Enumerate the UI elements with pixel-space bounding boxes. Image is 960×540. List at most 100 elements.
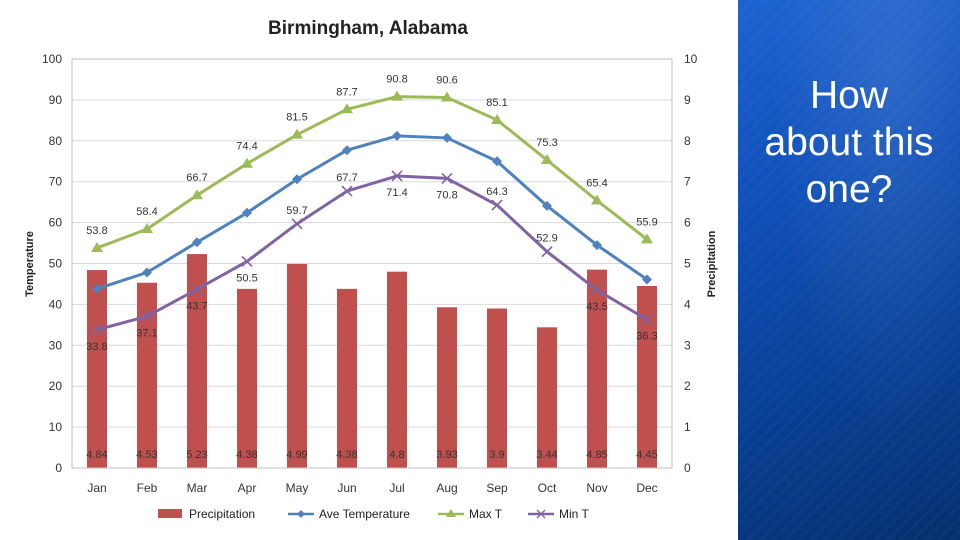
x-tick-label: Aug <box>436 481 457 495</box>
legend-marker <box>536 509 546 519</box>
max-t-point <box>91 241 103 252</box>
precipitation-label: 3.9 <box>489 449 504 461</box>
right-tick-label: 10 <box>684 52 698 66</box>
max-t-label: 65.4 <box>586 178 607 190</box>
precipitation-bar <box>537 327 557 468</box>
min-t-point <box>591 284 603 296</box>
ave-temperature-point <box>542 200 552 211</box>
precipitation-bar <box>287 263 307 468</box>
ave-temperature-point <box>642 274 652 285</box>
ave-temperature-point <box>142 267 152 278</box>
min-t-label: 70.8 <box>436 189 457 201</box>
ave-temperature-point <box>242 207 252 218</box>
min-t-point <box>91 324 103 336</box>
precipitation-bar <box>237 288 257 468</box>
precipitation-label: 4.84 <box>86 449 107 461</box>
precipitation-label: 4.38 <box>236 449 257 461</box>
max-t-point <box>191 189 203 200</box>
left-tick-label: 50 <box>49 257 63 271</box>
side-caption: How about this one? <box>738 72 960 213</box>
max-t-point <box>491 113 503 124</box>
ave-temperature-point <box>292 174 302 185</box>
right-tick-label: 5 <box>684 257 691 271</box>
left-tick-label: 40 <box>49 297 63 311</box>
left-tick-label: 100 <box>42 52 62 66</box>
precipitation-bar <box>137 282 157 468</box>
legend-label: Min T <box>559 507 589 521</box>
min-t-point <box>341 185 353 197</box>
x-tick-label: Sep <box>486 481 508 495</box>
right-tick-label: 8 <box>684 134 691 148</box>
legend-item: Min T <box>528 507 589 521</box>
legend-label: Precipitation <box>189 507 255 521</box>
min-t-label: 67.7 <box>336 172 357 184</box>
precipitation-label: 4.99 <box>286 449 307 461</box>
series-line-min-t <box>96 174 648 332</box>
right-tick-label: 9 <box>684 93 691 107</box>
max-t-label: 90.8 <box>386 74 407 86</box>
max-t-point <box>441 91 453 102</box>
max-t-point <box>291 128 303 139</box>
right-tick-label: 4 <box>684 297 691 311</box>
precipitation-label: 4.53 <box>136 449 157 461</box>
max-t-label: 66.7 <box>186 172 207 184</box>
precipitation-label: 3.44 <box>536 449 557 461</box>
max-t-label: 81.5 <box>286 112 307 124</box>
series-line-max-t <box>96 95 648 250</box>
precipitation-label: 5.23 <box>186 449 207 461</box>
data-labels: 4.84 4.53 5.23 4.38 4.99 4.38 4.8 3.93 3.9 3.44 4.… <box>86 74 657 461</box>
min-t-label: 33.8 <box>86 341 107 353</box>
min-t-label: 43.5 <box>586 301 607 313</box>
legend-swatch <box>158 509 182 518</box>
precipitation-bar <box>337 288 357 468</box>
ave-temperature-point <box>342 145 352 156</box>
min-t-label: 37.1 <box>136 327 157 339</box>
x-tick-label: Jun <box>337 481 356 495</box>
x-tick-label: Mar <box>187 481 208 495</box>
axes: 0 10 20 30 40 50 60 70 80 90 100 0 1 2 3 4 5 6 7 8 9 10 Jan Feb… <box>42 52 698 495</box>
climate-chart: 4.84 4.53 5.23 4.38 4.99 4.38 4.8 3.93 3.9 3.44 4.… <box>24 18 718 521</box>
precipitation-label: 4.45 <box>636 449 657 461</box>
x-tick-label: Dec <box>636 481 657 495</box>
series-line-ave-temperature <box>96 134 648 291</box>
left-tick-label: 70 <box>49 175 63 189</box>
left-tick-label: 30 <box>49 338 63 352</box>
min-t-point <box>641 313 653 326</box>
precipitation-bar <box>87 270 107 468</box>
min-t-label: 50.5 <box>236 272 257 284</box>
legend: Precipitation Ave Temperature Max T Min T <box>158 507 589 521</box>
x-tick-label: Jul <box>389 481 404 495</box>
precipitation-label: 4.38 <box>336 449 357 461</box>
x-tick-label: Apr <box>238 481 257 495</box>
ave-temperature-point <box>592 240 602 251</box>
right-tick-label: 0 <box>684 461 691 475</box>
right-tick-label: 7 <box>684 175 691 189</box>
max-t-label: 74.4 <box>236 141 257 153</box>
max-t-point <box>641 233 653 244</box>
temperature-lines <box>91 90 653 336</box>
max-t-label: 85.1 <box>486 97 507 109</box>
max-t-point <box>241 157 253 168</box>
left-tick-label: 60 <box>49 216 63 230</box>
left-tick-label: 80 <box>49 134 63 148</box>
legend-label: Ave Temperature <box>319 507 410 521</box>
max-t-label: 53.8 <box>86 225 107 237</box>
ave-temperature-point <box>192 237 202 248</box>
min-t-label: 36.3 <box>636 331 657 343</box>
right-tick-label: 6 <box>684 216 691 230</box>
min-t-label: 52.9 <box>536 233 557 245</box>
ave-temperature-point <box>92 283 102 294</box>
max-t-point <box>141 223 153 234</box>
right-tick-label: 3 <box>684 338 691 352</box>
ave-temperature-point <box>492 156 502 167</box>
legend-item: Precipitation <box>158 507 255 521</box>
min-t-label: 64.3 <box>486 186 507 198</box>
min-t-point <box>191 283 203 295</box>
min-t-label: 59.7 <box>286 205 307 217</box>
max-t-point <box>591 194 603 205</box>
max-t-label: 87.7 <box>336 86 357 98</box>
left-tick-label: 90 <box>49 93 63 107</box>
precipitation-bar <box>487 308 507 468</box>
max-t-point <box>341 103 353 114</box>
max-t-label: 55.9 <box>636 216 657 228</box>
